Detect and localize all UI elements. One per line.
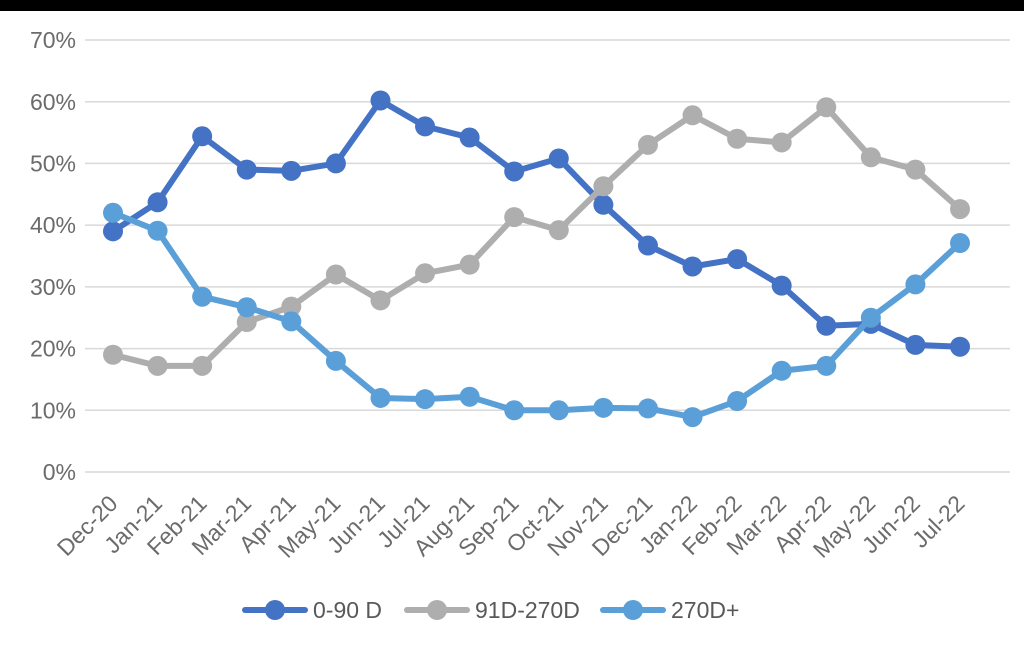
data-point-marker xyxy=(682,105,703,126)
data-point-marker xyxy=(727,128,748,149)
data-point-marker xyxy=(727,391,748,412)
data-point-marker xyxy=(415,389,436,410)
data-point-marker xyxy=(771,360,792,381)
data-point-marker xyxy=(771,132,792,153)
data-point-marker xyxy=(236,159,257,180)
y-axis-tick-label: 0% xyxy=(43,459,76,485)
data-point-marker xyxy=(103,202,123,223)
legend-swatch-marker xyxy=(623,600,643,620)
legend: 0-90 D 91D-270D 270D+ xyxy=(242,597,739,623)
data-point-marker xyxy=(281,160,302,181)
legend-item-270d+: 270D+ xyxy=(600,597,739,623)
data-point-marker xyxy=(682,407,703,428)
data-point-marker xyxy=(147,220,168,241)
data-point-marker xyxy=(281,311,302,332)
gridlines xyxy=(85,39,1010,473)
data-point-marker xyxy=(950,336,970,357)
data-point-marker xyxy=(459,254,480,275)
data-point-marker xyxy=(637,398,658,419)
data-point-marker xyxy=(860,307,881,328)
legend-item-0-90-d: 0-90 D xyxy=(242,597,382,623)
data-point-marker xyxy=(593,194,614,215)
y-axis-tick-label: 30% xyxy=(30,274,76,300)
data-point-marker xyxy=(637,235,658,256)
data-point-marker xyxy=(593,397,614,418)
data-point-marker xyxy=(415,116,436,137)
data-point-marker xyxy=(816,315,837,336)
y-axis-tick-label: 60% xyxy=(30,89,76,115)
data-point-marker xyxy=(415,263,436,284)
data-point-marker xyxy=(459,386,480,407)
data-point-marker xyxy=(103,221,123,242)
y-axis-tick-label: 40% xyxy=(30,212,76,238)
data-point-marker xyxy=(771,275,792,296)
data-point-marker xyxy=(192,286,213,307)
data-point-marker xyxy=(548,148,569,169)
data-point-marker xyxy=(236,297,257,318)
y-axis-tick-label: 70% xyxy=(30,27,76,53)
legend-label: 270D+ xyxy=(671,597,739,623)
data-point-marker xyxy=(325,153,346,174)
data-point-marker xyxy=(281,296,302,317)
data-point-marker xyxy=(325,264,346,285)
data-point-marker xyxy=(325,350,346,371)
data-point-marker xyxy=(370,290,391,311)
series-270d+ xyxy=(103,202,970,428)
data-point-marker xyxy=(860,147,881,168)
data-point-marker xyxy=(548,220,569,241)
data-point-marker xyxy=(370,90,391,111)
y-axis-labels: 0% 10% 20% 30% 40% 50% 60% 70% xyxy=(30,27,76,485)
y-axis-tick-label: 50% xyxy=(30,150,76,176)
data-point-marker xyxy=(950,199,970,220)
data-point-marker xyxy=(727,249,748,270)
legend-label: 91D-270D xyxy=(475,597,580,623)
data-point-marker xyxy=(147,355,168,376)
legend-label: 0-90 D xyxy=(313,597,382,623)
data-point-marker xyxy=(504,161,525,182)
data-point-marker xyxy=(905,159,926,180)
data-point-marker xyxy=(637,134,658,155)
legend-swatch-marker xyxy=(265,600,285,620)
data-point-marker xyxy=(950,233,970,254)
y-axis-tick-label: 10% xyxy=(30,397,76,423)
data-point-marker xyxy=(147,192,168,213)
data-point-marker xyxy=(504,207,525,228)
data-point-marker xyxy=(682,256,703,277)
top-border-bar xyxy=(0,0,1024,11)
data-point-marker xyxy=(370,387,391,408)
data-point-marker xyxy=(103,344,123,365)
legend-swatch-marker xyxy=(427,600,447,620)
data-point-marker xyxy=(192,355,213,376)
data-point-marker xyxy=(548,400,569,421)
series-91d-270d xyxy=(103,97,970,376)
data-point-marker xyxy=(593,176,614,197)
data-point-marker xyxy=(236,312,257,333)
legend-item-91d-270d: 91D-270D xyxy=(404,597,580,623)
data-point-marker xyxy=(816,97,837,118)
data-point-marker xyxy=(192,126,213,147)
data-point-marker xyxy=(504,400,525,421)
y-axis-tick-label: 20% xyxy=(30,336,76,362)
x-axis-tick-label: Jul-22 xyxy=(907,490,970,553)
data-point-marker xyxy=(905,334,926,355)
data-point-marker xyxy=(816,355,837,376)
data-point-marker xyxy=(905,274,926,295)
data-point-marker xyxy=(459,127,480,148)
x-axis-labels: Dec-20Jan-21Feb-21Mar-21Apr-21May-21Jun-… xyxy=(52,490,970,563)
